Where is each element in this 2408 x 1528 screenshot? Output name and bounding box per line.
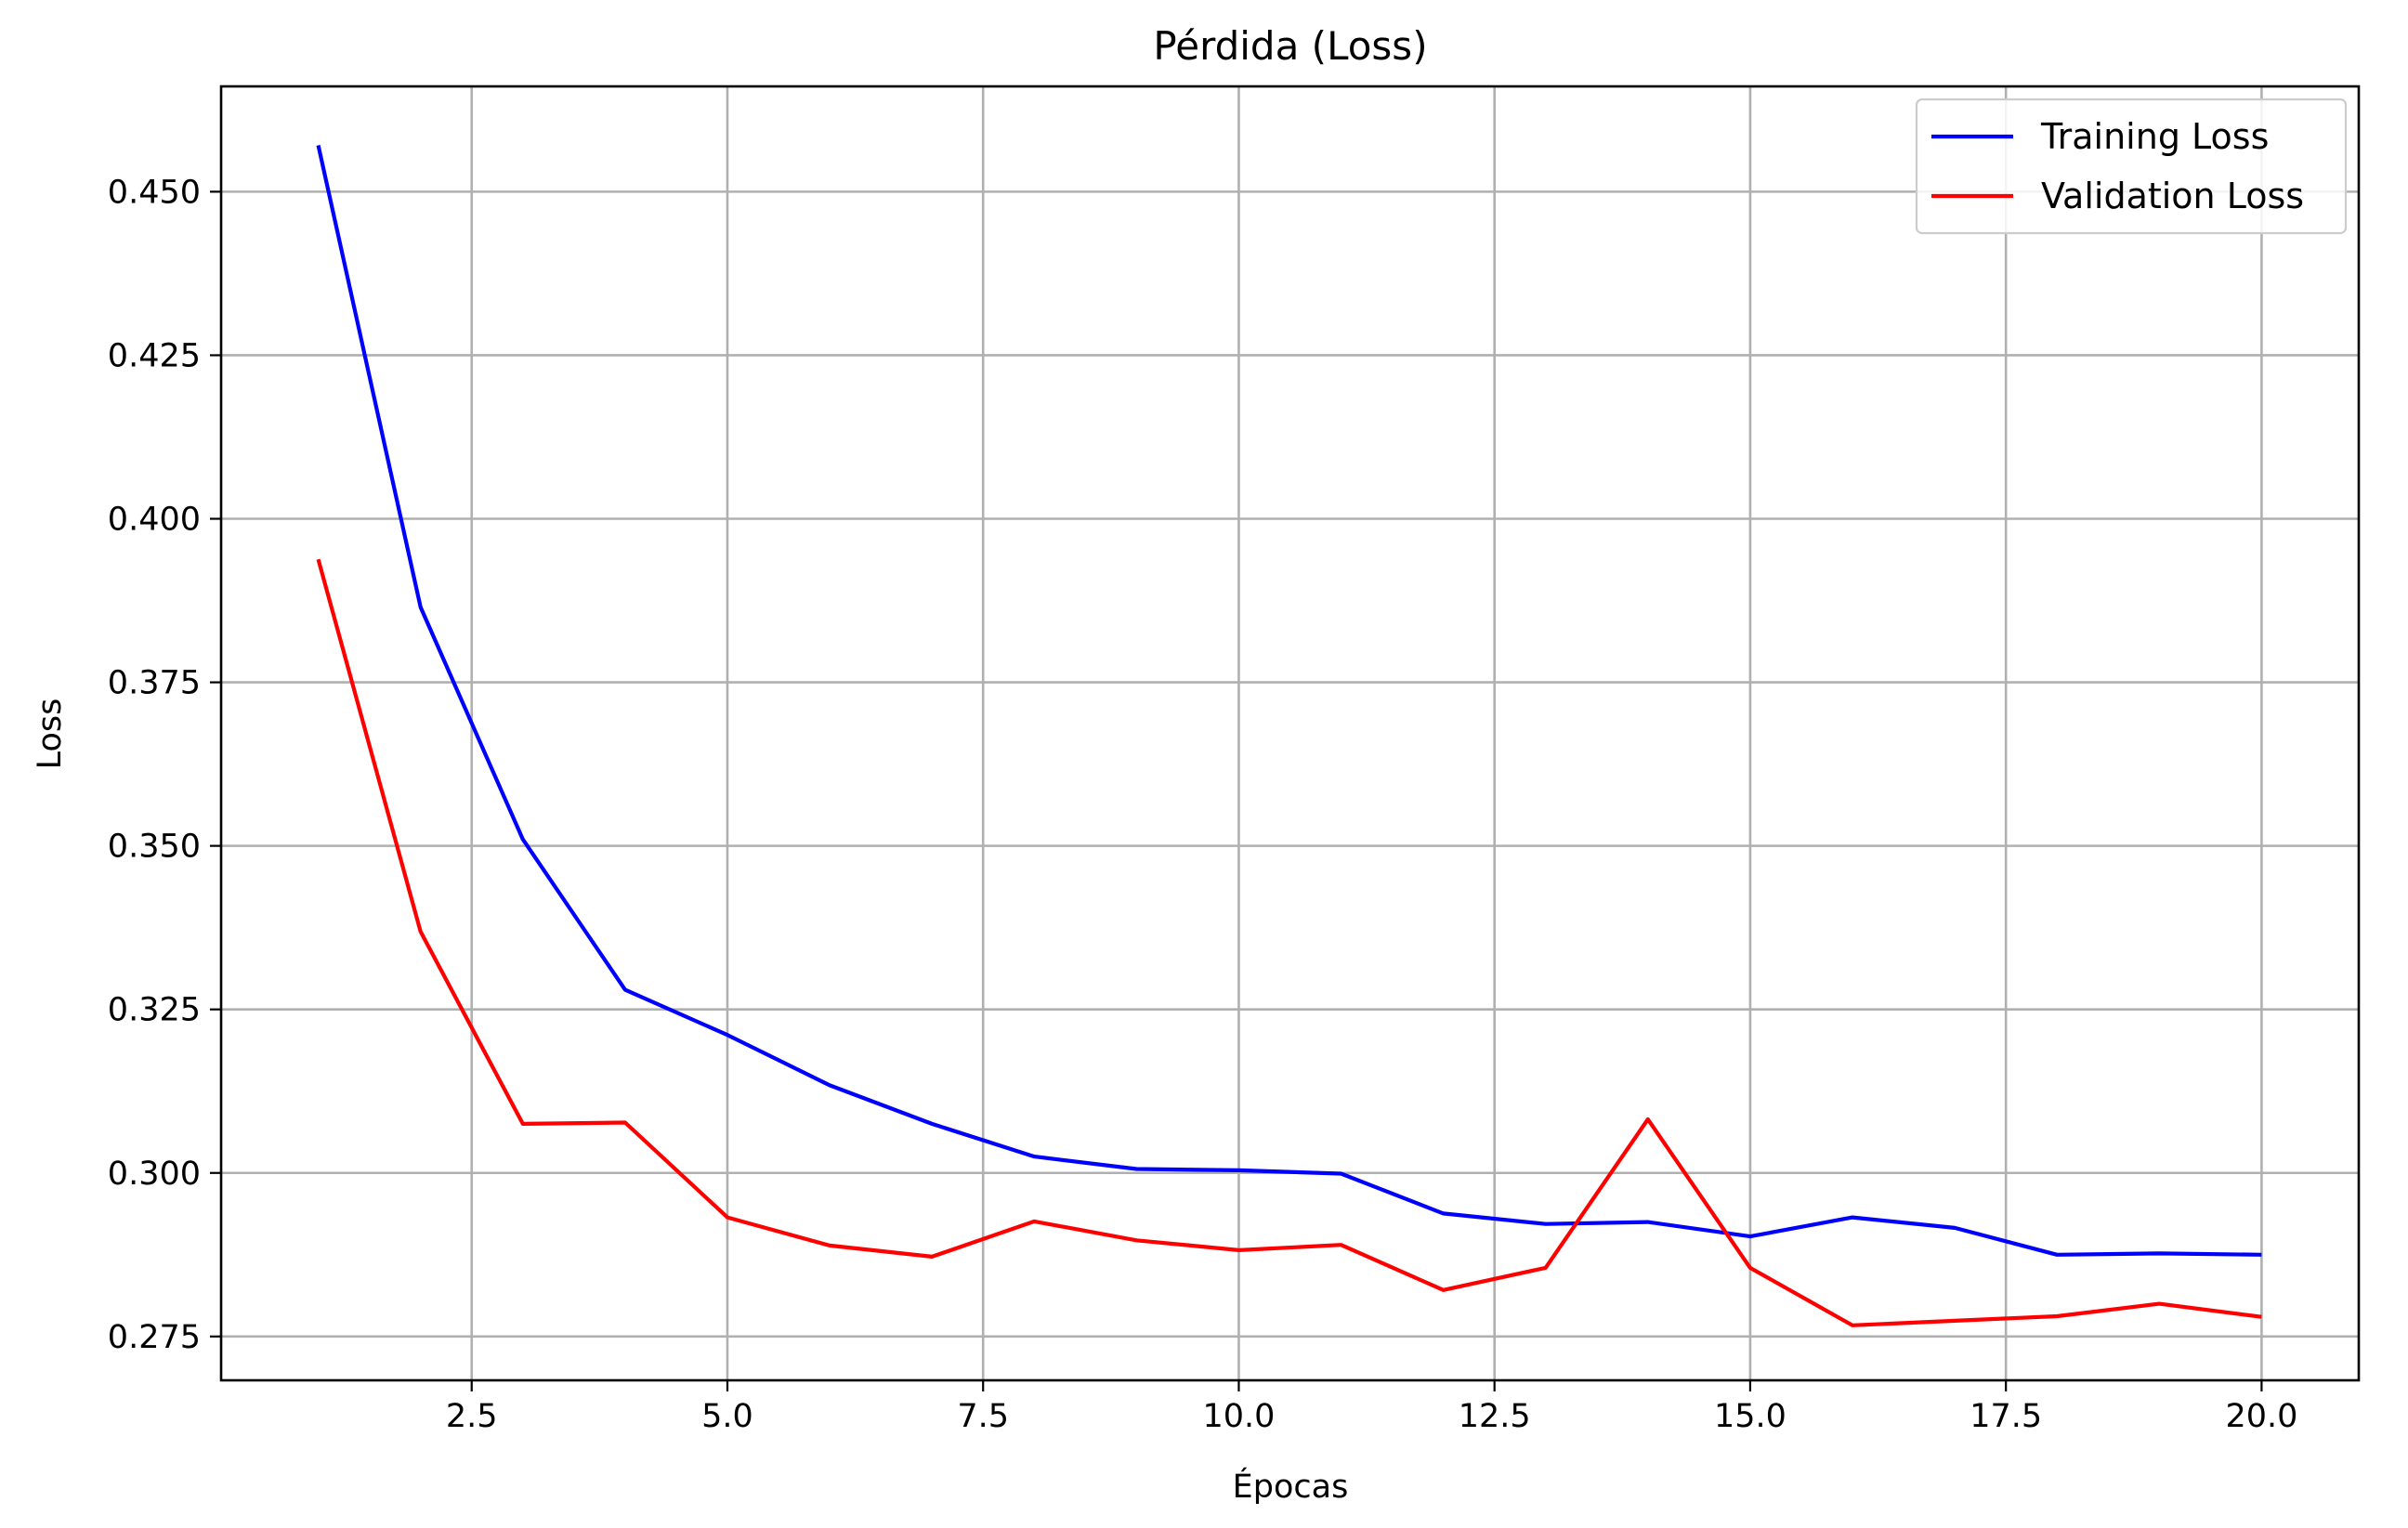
series-lines	[316, 144, 2262, 1327]
x-tick-label: 10.0	[1202, 1398, 1275, 1435]
y-tick-label: 0.450	[108, 174, 201, 211]
series-line-training-loss	[316, 144, 2262, 1257]
legend-label: Validation Loss	[2041, 176, 2304, 216]
x-axis-label: Épocas	[1233, 1467, 1349, 1506]
y-tick-label: 0.275	[108, 1319, 201, 1356]
x-tick-label: 5.0	[701, 1398, 753, 1435]
legend: Training Loss Validation Loss	[1915, 98, 2348, 235]
axis-ticks: 2.5 5.0 7.5 10.0 12.5 15.0 17.5 20.0 0.275 0.300 0…	[108, 174, 2298, 1435]
y-tick-label: 0.300	[108, 1156, 201, 1193]
x-tick-label: 15.0	[1714, 1398, 1786, 1435]
grid	[221, 86, 2359, 1380]
x-tick-label: 2.5	[446, 1398, 498, 1435]
plot-frame	[219, 85, 2361, 1382]
y-tick-label: 0.400	[108, 502, 201, 539]
x-tick-label: 12.5	[1459, 1398, 1531, 1435]
chart-title: Pérdida (Loss)	[1153, 23, 1427, 69]
y-tick-label: 0.375	[108, 665, 201, 702]
legend-label: Training Loss	[2040, 116, 2269, 157]
y-tick-label: 0.350	[108, 829, 201, 866]
x-tick-label: 17.5	[1970, 1398, 2042, 1435]
x-tick-label: 7.5	[957, 1398, 1009, 1435]
x-tick-label: 20.0	[2225, 1398, 2297, 1435]
series-line-validation-loss	[316, 558, 2262, 1327]
y-tick-label: 0.425	[108, 337, 201, 374]
y-tick-label: 0.325	[108, 992, 201, 1029]
y-axis-label: Loss	[32, 699, 69, 770]
legend-box	[1915, 98, 2348, 235]
